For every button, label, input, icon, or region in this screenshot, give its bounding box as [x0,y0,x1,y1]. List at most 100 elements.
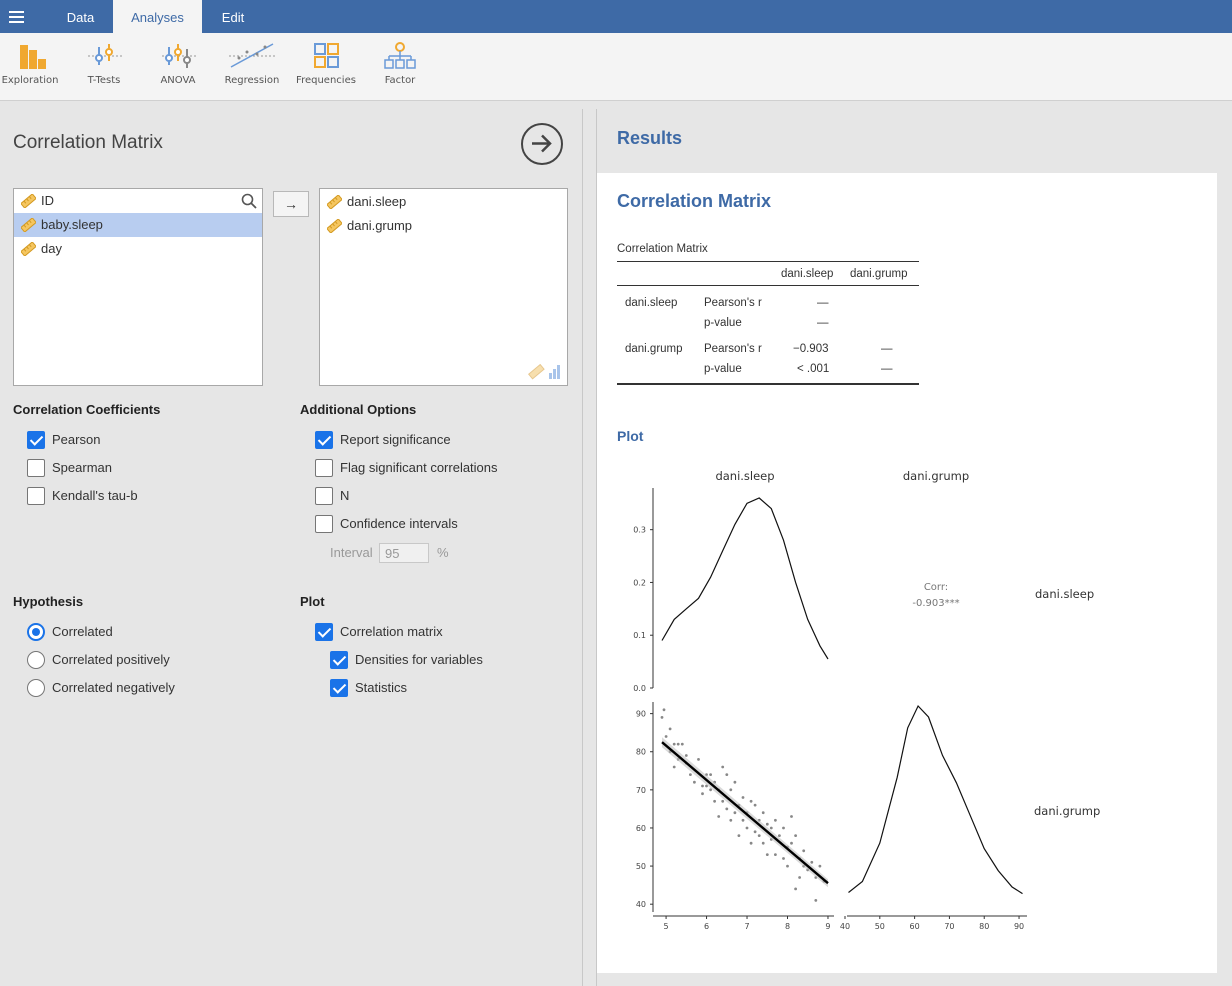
scatter-point [814,899,818,902]
plot-title: Plot [617,428,644,444]
t-tests-button[interactable]: T-Tests [69,41,139,97]
t-tests-label: T-Tests [87,75,121,86]
scatter-point [737,834,741,837]
correlation-matrix-option[interactable]: Correlation matrix [315,622,443,642]
interval-label: Interval [330,545,373,560]
plot-row-label: dani.sleep [1035,587,1094,601]
continuous-variable-icon [327,195,342,209]
report-significance-option[interactable]: Report significance [315,430,451,450]
confidence-intervals-checkbox[interactable] [315,515,333,533]
tab-edit[interactable]: Edit [221,10,245,25]
interval-input[interactable] [379,543,429,563]
hamburger-menu-icon[interactable] [9,11,24,23]
anova-button[interactable]: ANOVA [143,41,213,97]
exploration-label: Exploration [1,75,59,86]
factor-icon [384,42,416,69]
report-significance-checkbox[interactable] [315,431,333,449]
tab-data[interactable]: Data [66,10,95,25]
densities-for-variables-checkbox[interactable] [330,651,348,669]
correlated-radio[interactable] [27,623,45,641]
scatter-point [729,788,733,792]
spearman-checkbox[interactable] [27,459,45,477]
scatter-point [733,780,737,784]
table-cell: — [817,297,829,309]
factor-button[interactable]: Factor [365,41,435,97]
x-tick-label: 6 [704,922,709,931]
correlated-positively-radio[interactable] [27,651,45,669]
row-var-dani-sleep: dani.sleep [625,297,678,309]
x-tick-label: 7 [744,922,749,931]
flag-significant-correlations-option[interactable]: Flag significant correlations [315,458,498,478]
x-tick-label: 8 [785,922,790,931]
selected-variable-item[interactable]: dani.sleep [320,190,567,214]
scatter-point [778,834,781,837]
y-tick-label: 0.2 [633,578,646,587]
scatter-point [709,773,712,776]
kendall-s-tau-b-option[interactable]: Kendall's tau-b [27,486,138,506]
tab-analyses[interactable]: Analyses [113,0,202,33]
variable-label: day [41,241,62,256]
correlation-matrix-plot: dani.sleep dani.grump dani.sleep dani.gr… [633,469,1100,931]
selected-variables-list[interactable]: dani.sleep dani.grump [319,188,568,386]
hypothesis-heading: Hypothesis [13,594,84,609]
correlation-coefficients-heading: Correlation Coefficients [13,402,161,417]
variable-item[interactable]: day [14,237,262,261]
scatter-point [729,818,733,822]
scatter-point [769,826,773,830]
correlated-negatively-radio[interactable] [27,679,45,697]
confidence-intervals-option[interactable]: Confidence intervals [315,514,458,534]
continuous-variable-icon [21,242,36,256]
x-tick-label: 50 [875,922,885,931]
scatter-point [802,849,806,853]
x-tick-label: 80 [979,922,989,931]
scatter-point [818,864,822,868]
search-icon[interactable] [241,193,257,209]
table-cell: < .001 [797,363,830,375]
confidence-intervals-label: Confidence intervals [340,516,458,531]
regression-button[interactable]: Regression [217,41,287,97]
scatter-point [761,811,765,815]
run-analysis-button[interactable] [521,123,563,165]
exploration-button[interactable]: Exploration [0,41,65,97]
scatter-point [753,830,757,834]
densities-for-variables-option[interactable]: Densities for variables [330,650,483,670]
col-header-dani-grump: dani.grump [850,268,908,280]
correlated-negatively-option[interactable]: Correlated negatively [27,678,175,698]
scatter-point [684,754,688,757]
y-tick-label: 40 [636,900,646,909]
options-title: Correlation Matrix [13,132,163,153]
results-title: Results [617,128,683,148]
pearson-option[interactable]: Pearson [27,430,100,450]
table-title: Correlation Matrix [617,243,708,255]
variable-label: dani.sleep [347,194,407,209]
available-variables-list[interactable]: ID baby.sleep day [13,188,263,386]
correlated-option[interactable]: Correlated [27,622,113,642]
scatter-point [774,853,777,856]
variable-item[interactable]: ID [14,189,262,213]
statistics-checkbox[interactable] [330,679,348,697]
frequencies-button[interactable]: Frequencies [291,41,361,97]
correlation-matrix-checkbox[interactable] [315,623,333,641]
spearman-option[interactable]: Spearman [27,458,112,478]
scatter-point [790,815,793,818]
selected-variable-item[interactable]: dani.grump [320,214,567,238]
flag-significant-correlations-checkbox[interactable] [315,459,333,477]
scatter-point [701,792,704,796]
statistics-option[interactable]: Statistics [330,678,407,698]
plot-col-label: dani.sleep [715,469,774,483]
n-option[interactable]: N [315,486,349,506]
scatter-point [798,876,801,879]
regression-line [661,741,829,885]
variable-item[interactable]: baby.sleep [14,213,262,237]
kendall-s-tau-b-checkbox[interactable] [27,487,45,505]
n-checkbox[interactable] [315,487,333,505]
pearson-checkbox[interactable] [27,431,45,449]
col-header-dani-sleep: dani.sleep [781,268,834,280]
scatter-point [765,853,769,856]
move-variable-button[interactable]: → [273,191,309,217]
scatter-point [701,784,704,788]
flag-significant-correlations-label: Flag significant correlations [340,460,498,475]
correlated-positively-option[interactable]: Correlated positively [27,650,170,670]
scatter-point [749,799,753,803]
table-cell: — [881,363,893,375]
